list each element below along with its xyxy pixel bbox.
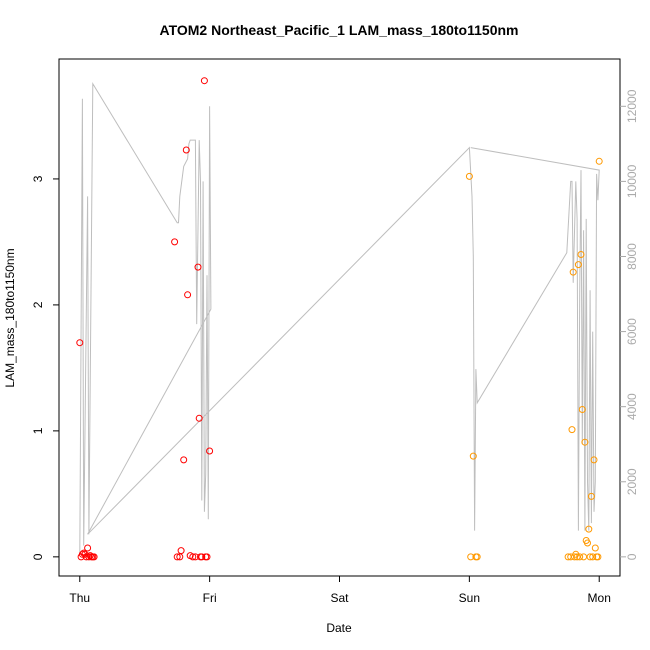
x-tick-label: Mon — [588, 591, 611, 605]
data-point — [580, 553, 588, 561]
data-point — [198, 553, 206, 561]
data-point — [473, 553, 481, 561]
data-point — [180, 456, 188, 464]
data-point — [568, 426, 576, 434]
data-point — [465, 172, 473, 180]
data-point — [594, 553, 602, 561]
data-point — [581, 438, 589, 446]
y2-tick-label: 2000 — [625, 468, 639, 495]
x-tick-label: Fri — [203, 591, 217, 605]
data-point — [177, 547, 185, 555]
x-axis-label: Date — [326, 621, 352, 635]
data-point — [206, 447, 214, 455]
chart-title: ATOM2 Northeast_Pacific_1 LAM_mass_180to… — [160, 22, 519, 38]
data-point — [194, 263, 202, 271]
x-tick-label: Sun — [459, 591, 480, 605]
data-point — [195, 414, 203, 422]
data-point — [171, 238, 179, 246]
y-tick-label: 1 — [31, 427, 45, 434]
x-tick-label: Thu — [69, 591, 90, 605]
data-point — [590, 456, 598, 464]
data-point — [84, 544, 92, 552]
y2-tick-label: 4000 — [625, 393, 639, 420]
y2-tick-label: 10000 — [625, 164, 639, 198]
y2-tick-label: 6000 — [625, 318, 639, 345]
data-point — [90, 553, 98, 561]
data-point — [182, 146, 190, 154]
data-point — [585, 525, 593, 533]
data-point — [578, 406, 586, 413]
data-point — [574, 261, 582, 269]
data-point — [200, 77, 208, 85]
y2-tick-label: 12000 — [625, 89, 639, 123]
data-point — [577, 251, 585, 258]
y2-tick-label: 0 — [625, 553, 639, 560]
y-axis-label: LAM_mass_180to1150nm — [3, 248, 17, 387]
y-axis: 0 1 2 3 — [31, 175, 59, 560]
data-point — [189, 553, 197, 561]
y-tick-label: 0 — [31, 553, 45, 560]
data-point — [584, 539, 591, 547]
y-tick-label: 3 — [31, 175, 45, 182]
data-point — [587, 492, 595, 500]
data-point — [203, 553, 211, 561]
data-point — [173, 553, 181, 561]
data-point — [576, 553, 584, 561]
data-point — [595, 157, 603, 165]
data-point — [591, 544, 599, 552]
data-point — [569, 268, 577, 276]
y-tick-label: 2 — [31, 301, 45, 308]
data-point — [176, 553, 184, 561]
data-point — [184, 291, 192, 299]
data-point — [589, 553, 597, 561]
points-layer — [76, 77, 603, 561]
series-line — [79, 82, 600, 556]
x-axis: Thu Fri Sat Sun Mon — [69, 576, 611, 605]
line-layer — [79, 82, 600, 556]
data-point — [469, 452, 477, 460]
plot-frame — [58, 58, 621, 577]
data-point — [76, 339, 84, 347]
x-tick-label: Sat — [330, 591, 349, 605]
y2-tick-label: 8000 — [625, 243, 639, 270]
y2-axis: 0 2000 4000 6000 8000 10000 12000 — [620, 89, 639, 560]
data-point — [85, 553, 93, 561]
